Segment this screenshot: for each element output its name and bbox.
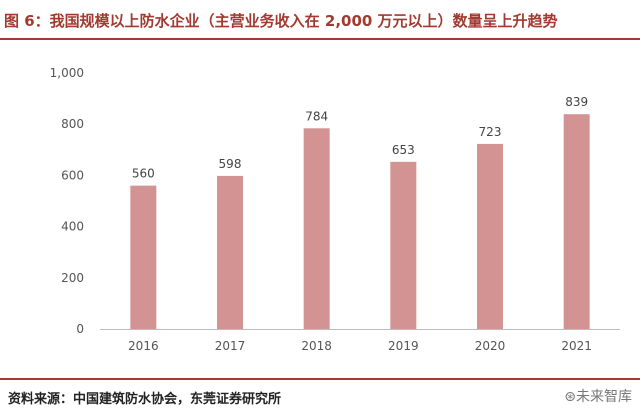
y-tick-label: 1,000 <box>50 66 84 80</box>
x-axis: 2016 2017 2018 2019 2020 2021 <box>128 339 592 353</box>
y-tick-label: 600 <box>61 168 84 182</box>
y-tick-label: 0 <box>76 322 84 336</box>
y-tick-label: 200 <box>61 271 84 285</box>
x-tick-label: 2021 <box>561 339 592 353</box>
data-label: 723 <box>479 125 502 139</box>
data-label: 598 <box>219 157 242 171</box>
watermark: ⊛未来智库 <box>564 389 632 405</box>
x-tick-label: 2018 <box>301 339 332 353</box>
x-tick-label: 2017 <box>215 339 246 353</box>
bar-chart: 0 200 400 600 800 1,000 560 598 784 653 723 839 20… <box>50 66 620 353</box>
y-axis: 0 200 400 600 800 1,000 <box>50 66 84 336</box>
data-label: 653 <box>392 143 415 157</box>
bar-2016 <box>130 185 157 329</box>
x-tick-label: 2016 <box>128 339 159 353</box>
data-label: 560 <box>132 167 155 181</box>
source-bar: 资料来源：中国建筑防水协会，东莞证券研究所 ⊛未来智库 <box>0 378 640 408</box>
bar-2017 <box>217 175 243 329</box>
x-tick-label: 2019 <box>388 339 419 353</box>
y-tick-label: 400 <box>61 220 84 234</box>
bars: 560 598 784 653 723 839 <box>130 95 590 329</box>
data-label: 839 <box>565 95 588 109</box>
chart-title: 图 6：我国规模以上防水企业（主营业务收入在 2,000 万元以上）数量呈上升趋… <box>4 12 558 30</box>
bar-2020 <box>477 143 503 329</box>
data-label: 784 <box>305 109 328 123</box>
source-note: 资料来源：中国建筑防水协会，东莞证券研究所 <box>8 392 282 407</box>
x-tick-label: 2020 <box>475 339 506 353</box>
bar-2021 <box>563 114 590 329</box>
bar-2018 <box>303 128 330 329</box>
y-tick-label: 800 <box>61 117 84 131</box>
title-bar: 图 6：我国规模以上防水企业（主营业务收入在 2,000 万元以上）数量呈上升趋… <box>0 0 640 40</box>
bar-2019 <box>390 161 417 329</box>
